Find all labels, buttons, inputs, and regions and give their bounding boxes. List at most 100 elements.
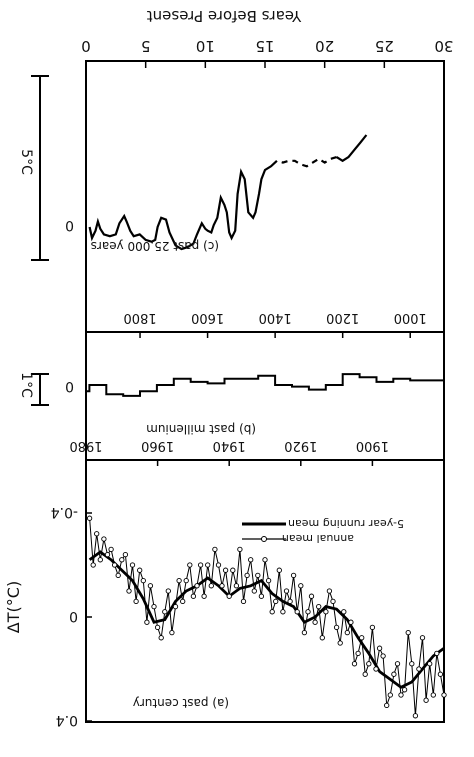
panel-a-axis-tick-label: 1980 — [69, 438, 102, 453]
panel-a-annual-point — [262, 557, 268, 563]
panel-a-annual-point — [380, 653, 386, 659]
panel-a-annual-point — [409, 661, 415, 667]
top-axis-tick-label: 25 — [375, 37, 394, 55]
panel-a-annual-point — [86, 515, 93, 521]
top-axis-tick-label: 10 — [196, 37, 215, 55]
panel-a-annual-point — [97, 557, 103, 563]
panel-a-axis-tick-label: 1900 — [356, 438, 389, 453]
panel-a-ylabel: ΔT(°C) — [4, 581, 23, 633]
panel-c-frame — [85, 60, 445, 333]
panel-a-annual-point — [147, 583, 154, 589]
panel-a-annual-point — [344, 629, 350, 636]
panel-a-annual-point — [258, 593, 265, 599]
panel-b-axis-tick-label: 1200 — [326, 310, 359, 325]
panel-a-annual-point — [201, 593, 207, 599]
panel-a-annual-point — [398, 692, 404, 698]
panel-a-annual-point — [137, 567, 143, 573]
panel-a-annual-point — [330, 598, 336, 605]
panel-a-annual-point — [237, 546, 243, 553]
top-axis-title: Years Before Present — [147, 7, 303, 25]
panel-a-annual-point — [333, 624, 340, 631]
panel-a-annual-point — [319, 635, 325, 641]
panel-a-annual-point — [437, 671, 444, 677]
panel-a-annual-point — [183, 577, 189, 584]
panel-a-annual-point — [280, 609, 286, 615]
panel-a-annual-point — [104, 551, 111, 558]
panel-a-annual-point — [294, 609, 300, 615]
panel-a-annual-point — [434, 650, 440, 657]
panel-a-annual-point — [94, 531, 100, 537]
panel-a-annual-point — [366, 661, 372, 667]
panel-c-series-solid-recent — [88, 159, 278, 251]
panel-a-annual-point — [373, 666, 379, 672]
panel-a-annual-point — [430, 692, 436, 698]
panel-b-axis-tick-label: 1000 — [394, 310, 427, 325]
scale-bar-c: 5°C — [18, 75, 49, 261]
panel-a-annual-point — [180, 598, 186, 605]
panel-a-legend: 5-year running mean annual mean — [242, 517, 404, 545]
panel-a-annual-point — [412, 713, 419, 719]
panel-a-annual-point — [129, 562, 136, 568]
legend-label-running-mean: 5-year running mean — [288, 517, 404, 530]
panel-a-annual-point — [405, 629, 411, 636]
panel-a-annual-point — [416, 666, 422, 672]
panel-a-annual-point — [219, 583, 225, 589]
panel-a-annual-point — [298, 583, 304, 589]
panel-a-annual-point — [244, 572, 250, 579]
legend-marker-annual-mean — [261, 536, 267, 542]
panel-a-annual-point — [391, 671, 397, 677]
legend-label-annual-mean: annual mean — [282, 532, 354, 545]
panel-a-ytick-label: 0.4 — [56, 712, 78, 728]
top-axis-tick-label: 30 — [434, 37, 453, 55]
panel-a-annual-point — [423, 697, 429, 703]
panel-a-ytick-label: 0 — [69, 608, 78, 624]
panel-b-title: (b) past millenium — [146, 422, 256, 436]
panel-a-annual-point — [427, 661, 433, 667]
panel-a-annual-point — [369, 624, 376, 631]
panel-a-annual-point — [126, 588, 132, 594]
panel-a-annual-point — [355, 650, 361, 657]
panel-a-annual-point — [362, 671, 368, 677]
panel-a-annual-point — [265, 577, 272, 584]
scale-bar-b: 1°C — [18, 372, 49, 406]
panel-a-annual-point — [341, 609, 347, 615]
panel-a-axis-tick-label: 1960 — [141, 438, 174, 453]
panel-a-annual-point — [351, 661, 358, 667]
panel-a-annual-point — [248, 557, 254, 563]
panel-a-annual-point — [215, 562, 222, 568]
panel-a-annual-point — [162, 609, 168, 615]
panel-b-zero-label: 0 — [65, 378, 74, 394]
top-axis-tick-label: 15 — [255, 37, 274, 55]
panel-a-annual-point — [119, 557, 125, 563]
panel-a-annual-point — [316, 603, 322, 610]
top-axis-tick-label: 0 — [81, 37, 91, 55]
panel-a-annual-point — [301, 629, 308, 636]
panel-a-annual-point — [197, 562, 204, 568]
panel-a-annual-point — [222, 567, 229, 573]
panel-b-axis-tick-label: 1800 — [123, 310, 156, 325]
panel-a-annual-point — [273, 598, 279, 605]
panel-a-annual-point — [165, 588, 171, 594]
panel-a-annual-point — [140, 577, 146, 584]
panel-a-annual-point — [326, 588, 333, 594]
panel-a-annual-point — [240, 598, 247, 605]
panel-a-annual-point — [337, 640, 343, 646]
top-axis-tick-label: 20 — [315, 37, 334, 55]
panel-a-annual-point — [441, 692, 447, 698]
panel-a-annual-point — [387, 692, 393, 698]
panel-a-annual-point — [190, 593, 197, 599]
panel-a-frame — [85, 459, 445, 723]
panel-a-annual-point — [269, 609, 275, 615]
top-axis-ticks: 30 25 20 15 10 5 0 — [81, 37, 454, 68]
panel-a-annual-mean-line — [89, 518, 445, 716]
panel-c-title: (c) past 25,000 years — [91, 239, 219, 253]
panel-a-annual-point — [419, 635, 426, 641]
panel-a-annual-point — [323, 609, 329, 615]
panel-a-annual-point — [176, 577, 182, 584]
panel-a-annual-point — [394, 661, 401, 667]
panel-a-annual-point — [101, 536, 107, 542]
panel-a-annual-point — [108, 546, 114, 553]
panel-a-annual-point — [158, 635, 164, 641]
panel-a-annual-point — [115, 572, 121, 579]
